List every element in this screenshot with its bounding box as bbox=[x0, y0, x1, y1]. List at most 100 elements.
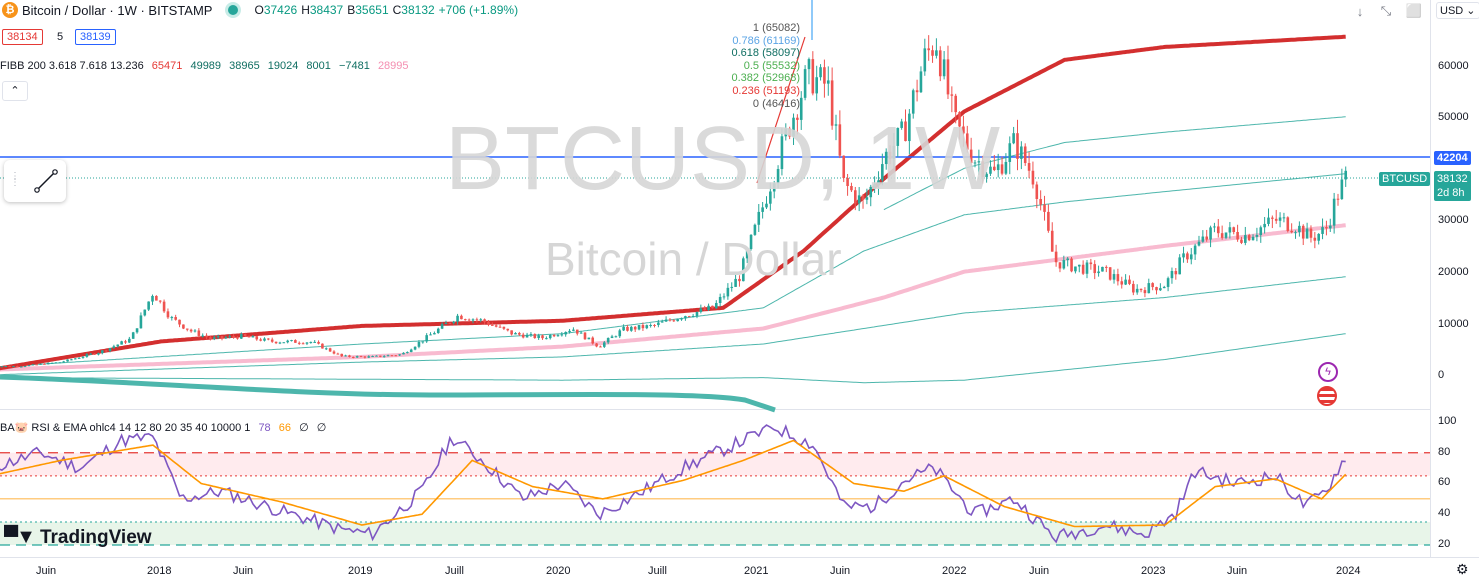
candle-body bbox=[603, 342, 606, 347]
candle-body bbox=[823, 67, 826, 84]
time-axis-tick: Juin bbox=[830, 565, 851, 577]
candle-body bbox=[935, 50, 938, 56]
time-axis[interactable]: Juin 2018 Juin 2019 Juill 2020 Juill 202… bbox=[0, 558, 1430, 582]
candle-body bbox=[224, 337, 228, 339]
candle-body bbox=[826, 80, 830, 84]
currency-selector[interactable]: USD ⌄ bbox=[1436, 2, 1479, 19]
candle-body bbox=[556, 335, 560, 337]
ohlc-h: 38437 bbox=[309, 3, 344, 17]
candle-body bbox=[1054, 251, 1058, 263]
candle-body bbox=[888, 151, 892, 159]
candle-body bbox=[1278, 217, 1282, 221]
ohlc-c: 38132 bbox=[401, 3, 435, 17]
candle-body bbox=[1135, 288, 1139, 293]
candle-body bbox=[1128, 279, 1131, 284]
candle-body bbox=[216, 336, 220, 338]
candle-body bbox=[533, 334, 537, 338]
candle-body bbox=[788, 128, 791, 137]
candle-body bbox=[591, 337, 595, 344]
collapse-legend-button[interactable]: ⌃ bbox=[2, 81, 28, 101]
buy-price-box[interactable]: 38139 bbox=[75, 29, 116, 45]
candle-body bbox=[89, 353, 93, 355]
candle-body bbox=[861, 195, 865, 200]
candle-body bbox=[892, 145, 896, 159]
candle-body bbox=[158, 300, 162, 302]
candle-body bbox=[77, 357, 81, 359]
candle-body bbox=[166, 311, 170, 318]
candle-body bbox=[583, 332, 587, 340]
lightning-event-icon[interactable]: ϟ bbox=[1318, 362, 1338, 382]
candle-body bbox=[699, 308, 703, 312]
candle-body bbox=[1344, 170, 1348, 180]
candle-body bbox=[46, 362, 50, 365]
time-axis-tick: Juill bbox=[648, 565, 667, 577]
candle-body bbox=[456, 315, 459, 322]
symbol-header[interactable]: ₿ Bitcoin / Dollar · 1W · BITSTAMP O 3742… bbox=[2, 2, 518, 18]
rsi-indicator-legend[interactable]: BA🐷 RSI & EMA ohlc4 14 12 80 20 35 40 10… bbox=[0, 421, 331, 434]
candle-body bbox=[483, 319, 486, 322]
candle-body bbox=[1178, 257, 1181, 275]
candle-body bbox=[220, 336, 224, 339]
price-axis-tick: 20000 bbox=[1438, 266, 1469, 278]
chart-settings-icon[interactable]: ⚙ bbox=[1456, 561, 1469, 577]
candle-body bbox=[757, 211, 761, 225]
candle-body bbox=[81, 356, 85, 358]
candle-body bbox=[460, 315, 463, 320]
candle-body bbox=[977, 161, 981, 163]
candle-body bbox=[66, 359, 69, 362]
candle-body bbox=[1301, 225, 1305, 239]
candle-body bbox=[830, 80, 834, 126]
candle-body bbox=[429, 334, 432, 336]
candle-body bbox=[645, 325, 649, 329]
candle-body bbox=[993, 166, 996, 171]
fib-indicator-legend[interactable]: FIBB 200 3.618 7.618 13.236 65471 49989 … bbox=[0, 60, 414, 72]
candle-body bbox=[1336, 198, 1340, 200]
ma-pink-line bbox=[0, 223, 1346, 372]
candle-body bbox=[417, 342, 421, 347]
arrow-down-icon[interactable]: ↓ bbox=[1356, 3, 1364, 19]
candle-body bbox=[776, 169, 780, 184]
fib-level-label: 0.618 (58097) bbox=[731, 47, 801, 60]
tradingview-logo[interactable]: ▀▼ TradingView bbox=[4, 526, 152, 549]
candle-body bbox=[1305, 228, 1309, 239]
sell-price-box[interactable]: 38134 bbox=[2, 29, 43, 45]
compress-icon[interactable]: ⤡ bbox=[1380, 3, 1392, 18]
candle-body bbox=[236, 337, 239, 339]
time-axis-tick: 2024 bbox=[1336, 565, 1361, 577]
candle-body bbox=[143, 309, 147, 316]
candle-body bbox=[769, 191, 772, 204]
candle-body bbox=[352, 356, 355, 358]
drag-handle-icon[interactable]: ⋮ ⋮ bbox=[10, 171, 20, 188]
candle-body bbox=[251, 336, 255, 338]
tradingview-icon: ▀▼ bbox=[4, 526, 36, 548]
fullscreen-icon[interactable]: ⬜ bbox=[1405, 3, 1423, 18]
candle-body bbox=[958, 112, 961, 127]
candle-body bbox=[981, 161, 985, 177]
candle-body bbox=[1039, 199, 1042, 205]
candle-body bbox=[131, 332, 135, 339]
candle-body bbox=[923, 48, 927, 72]
rsi-axis-tick: 60 bbox=[1438, 476, 1451, 488]
candle-body bbox=[382, 356, 386, 358]
candle-body bbox=[730, 286, 734, 288]
candle-body bbox=[938, 50, 942, 77]
candle-body bbox=[348, 355, 351, 357]
candle-body bbox=[884, 151, 888, 165]
candle-body bbox=[857, 195, 861, 204]
rsi-axis-tick: 80 bbox=[1438, 446, 1451, 458]
drawing-tool-widget[interactable]: ⋮ ⋮ bbox=[4, 160, 66, 202]
candle-body bbox=[502, 326, 506, 329]
trend-line-icon[interactable] bbox=[32, 167, 60, 195]
candle-body bbox=[1255, 235, 1259, 237]
candle-body bbox=[529, 334, 533, 336]
candle-body bbox=[344, 355, 347, 357]
candle-body bbox=[1020, 146, 1023, 159]
candle-body bbox=[1247, 235, 1251, 241]
price-axis-tick: 60000 bbox=[1438, 60, 1469, 72]
candle-body bbox=[336, 353, 340, 355]
candle-body bbox=[649, 325, 652, 327]
us-flag-event-icon[interactable] bbox=[1317, 386, 1337, 406]
candle-body bbox=[398, 354, 401, 356]
candle-body bbox=[1216, 226, 1220, 234]
